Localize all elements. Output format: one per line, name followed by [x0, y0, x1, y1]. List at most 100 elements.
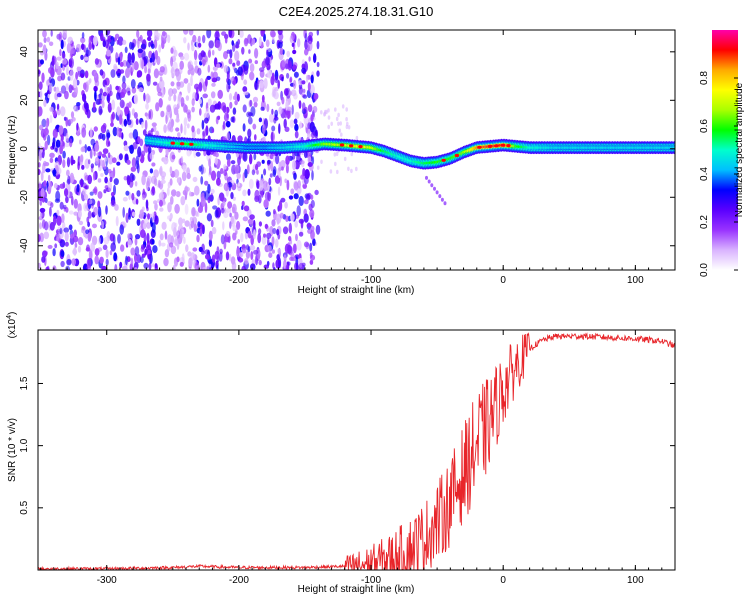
- noise-speckle: [203, 150, 207, 157]
- noise-speckle: [46, 36, 51, 43]
- noise-speckle: [216, 63, 221, 68]
- noise-speckle: [211, 128, 215, 133]
- noise-speckle: [286, 50, 291, 58]
- noise-speckle: [350, 151, 354, 157]
- noise-speckle: [184, 203, 189, 215]
- signal-peak: [339, 143, 345, 147]
- noise-speckle: [110, 242, 116, 252]
- noise-speckle: [216, 265, 219, 270]
- noise-speckle: [113, 178, 119, 186]
- noise-speckle: [316, 70, 320, 77]
- noise-speckle: [48, 180, 52, 190]
- noise-speckle: [202, 266, 207, 270]
- noise-speckle: [163, 124, 167, 133]
- noise-speckle: [271, 249, 275, 254]
- noise-speckle: [334, 161, 337, 167]
- noise-speckle: [183, 78, 189, 84]
- noise-speckle: [128, 214, 131, 220]
- noise-speckle: [355, 135, 359, 141]
- noise-speckle: [312, 238, 316, 247]
- noise-speckle: [277, 186, 281, 196]
- noise-speckle: [145, 244, 152, 252]
- noise-speckle: [334, 107, 337, 112]
- noise-speckle: [316, 40, 320, 50]
- noise-speckle: [234, 91, 238, 101]
- noise-speckle: [170, 68, 176, 77]
- noise-speckle: [263, 199, 269, 209]
- noise-speckle: [65, 265, 71, 270]
- noise-speckle: [224, 37, 228, 44]
- noise-speckle: [185, 95, 190, 101]
- noise-speckle: [223, 170, 228, 177]
- noise-speckle: [183, 37, 187, 44]
- noise-speckle: [122, 39, 127, 46]
- noise-speckle: [216, 76, 221, 82]
- noise-speckle: [284, 201, 288, 209]
- noise-speckle: [134, 267, 138, 270]
- noise-speckle: [38, 234, 41, 243]
- noise-speckle: [38, 162, 41, 168]
- noise-speckle: [158, 98, 163, 108]
- noise-speckle: [128, 110, 131, 120]
- noise-speckle: [131, 192, 135, 201]
- noise-speckle: [229, 49, 233, 59]
- noise-speckle: [249, 99, 253, 107]
- noise-speckle: [44, 162, 50, 167]
- noise-speckle: [242, 172, 245, 183]
- noise-speckle: [127, 233, 131, 240]
- noise-speckle: [204, 202, 208, 214]
- noise-speckle: [294, 130, 299, 139]
- noise-speckle: [343, 156, 347, 162]
- noise-speckle: [302, 94, 308, 99]
- colorbar-label: Normalized spectral amplitude: [734, 82, 745, 217]
- noise-speckle: [144, 119, 148, 131]
- noise-speckle: [103, 189, 107, 194]
- noise-speckle: [201, 119, 205, 130]
- noise-speckle: [52, 141, 55, 149]
- noise-speckle: [171, 88, 178, 95]
- noise-speckle: [270, 160, 274, 172]
- noise-speckle: [126, 175, 131, 186]
- signal-tail: [433, 186, 436, 191]
- noise-speckle: [158, 79, 165, 89]
- noise-speckle: [177, 132, 181, 138]
- noise-speckle: [123, 145, 129, 152]
- noise-speckle: [69, 59, 73, 66]
- noise-speckle: [226, 70, 230, 81]
- chart-title: C2E4.2025.274.18.31.G10: [279, 4, 434, 19]
- noise-speckle: [41, 118, 47, 128]
- noise-speckle: [220, 234, 225, 245]
- noise-speckle: [253, 153, 257, 161]
- noise-speckle: [152, 263, 155, 268]
- noise-speckle: [216, 177, 221, 186]
- noise-speckle: [167, 215, 172, 220]
- noise-speckle: [38, 81, 43, 90]
- noise-speckle: [116, 92, 120, 100]
- noise-speckle: [59, 49, 62, 57]
- noise-speckle: [248, 217, 254, 227]
- noise-speckle: [287, 244, 292, 254]
- noise-speckle: [99, 88, 104, 95]
- noise-speckle: [237, 135, 243, 142]
- noise-speckle: [47, 134, 51, 146]
- noise-speckle: [205, 77, 208, 87]
- noise-speckle: [262, 124, 266, 135]
- noise-speckle: [47, 174, 51, 182]
- noise-speckle: [312, 105, 318, 113]
- noise-speckle: [146, 30, 153, 38]
- noise-speckle: [206, 265, 210, 270]
- noise-speckle: [171, 222, 177, 233]
- noise-speckle: [265, 39, 270, 48]
- noise-speckle: [59, 227, 63, 235]
- noise-speckle: [192, 216, 198, 225]
- colorbar-gradient: [712, 30, 738, 270]
- noise-speckle: [285, 163, 289, 174]
- noise-speckle: [61, 58, 67, 65]
- noise-speckle: [102, 244, 108, 251]
- noise-speckle: [261, 60, 266, 68]
- noise-speckle: [264, 223, 269, 229]
- noise-speckle: [221, 197, 227, 203]
- noise-speckle: [157, 91, 163, 97]
- noise-speckle: [274, 109, 279, 118]
- noise-speckle: [211, 226, 217, 235]
